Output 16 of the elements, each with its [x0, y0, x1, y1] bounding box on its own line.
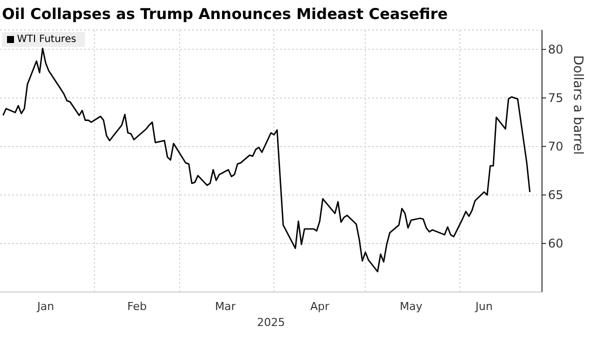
x-tick-label: May [400, 300, 423, 313]
y-tick-label: 70 [548, 140, 564, 154]
y-axis-title: Dollars a barrel [570, 55, 585, 155]
legend-label: WTI Futures [17, 34, 76, 45]
y-tick-label: 75 [548, 91, 564, 106]
x-axis-title: 2025 [257, 316, 285, 329]
x-tick-label: Apr [310, 300, 330, 313]
x-tick-label: Mar [214, 300, 236, 313]
line-series [2, 48, 531, 272]
x-tick-label: Jan [36, 300, 54, 313]
x-tick-label: Feb [127, 300, 147, 313]
y-tick-label: 60 [548, 236, 564, 251]
chart-title: Oil Collapses as Trump Announces Mideast Ceasefire [2, 5, 448, 23]
x-tick-label: Jun [474, 300, 493, 313]
y-tick-label: 65 [548, 188, 564, 202]
y-tick-label: 80 [548, 42, 564, 57]
